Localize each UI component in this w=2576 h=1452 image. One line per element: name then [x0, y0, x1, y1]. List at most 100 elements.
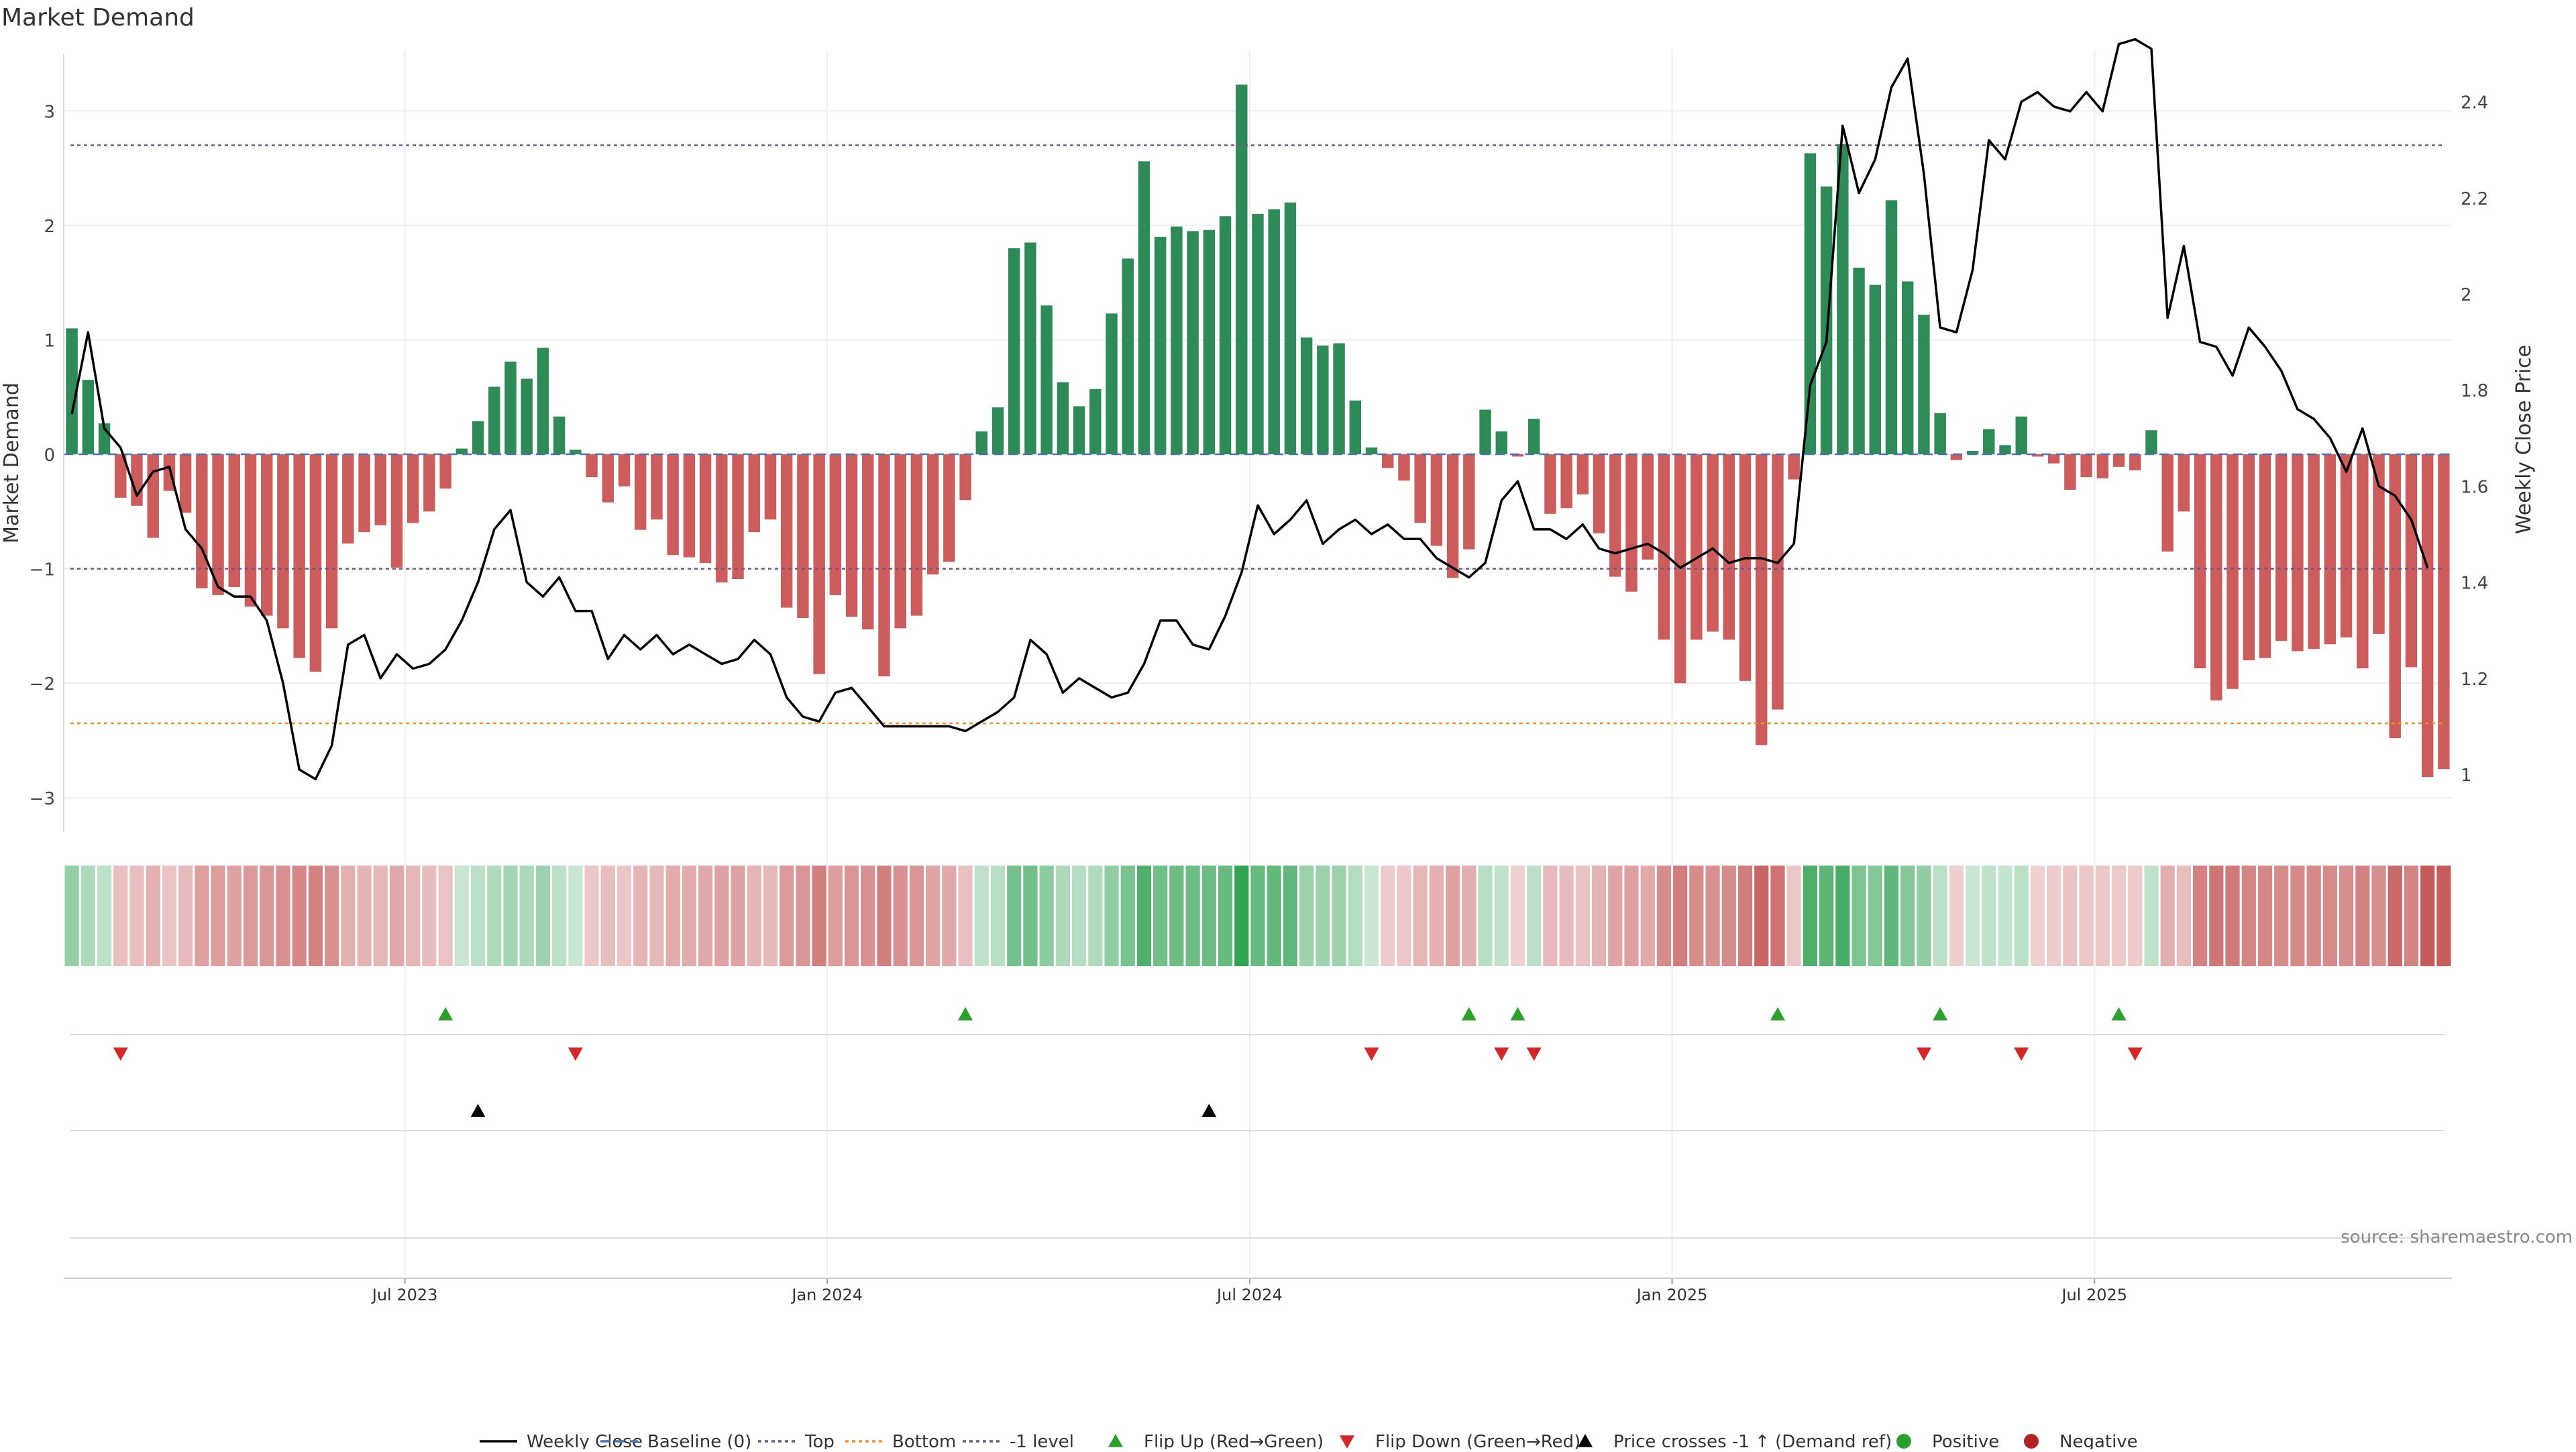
heat-cell: [1446, 866, 1460, 966]
demand-bar: [521, 378, 533, 455]
heat-cell: [1071, 866, 1087, 966]
heat-cell: [1234, 866, 1249, 966]
heat-cell: [2257, 866, 2273, 966]
demand-bar: [1869, 284, 1881, 455]
heat-cell: [406, 866, 421, 966]
demand-bar: [179, 454, 192, 513]
heat-cell: [1055, 866, 1070, 966]
heat-cell: [195, 866, 209, 966]
demand-bar: [1008, 248, 1020, 455]
demand-bar: [894, 454, 906, 629]
demand-bar: [991, 407, 1004, 455]
y-axis-label: Market Demand: [0, 382, 23, 543]
demand-bar: [1268, 209, 1280, 455]
demand-bar: [2357, 454, 2369, 669]
heat-strip: [64, 866, 2451, 966]
heat-cell: [698, 866, 713, 966]
legend-item: Flip Down (Green→Red): [1340, 1432, 1580, 1452]
demand-bar: [586, 454, 598, 478]
flip-down-marker: [1364, 1047, 1379, 1061]
legend-item: -1 level: [963, 1432, 1074, 1452]
heat-cell: [2420, 866, 2435, 966]
heat-cell: [1721, 866, 1736, 966]
demand-bar: [2194, 454, 2206, 669]
heat-cell: [780, 866, 794, 966]
demand-bar: [813, 454, 825, 674]
heat-cell: [1007, 866, 1022, 966]
heat-cell: [2063, 866, 2078, 966]
demand-bar: [651, 454, 663, 520]
heat-cell: [1283, 866, 1298, 966]
heat-cell: [1494, 866, 1509, 966]
legend-item: Negative: [2024, 1432, 2138, 1452]
demand-bar: [1430, 454, 1443, 546]
demand-bar: [1934, 413, 1946, 455]
demand-bar: [2112, 454, 2125, 467]
heat-cell: [2111, 866, 2127, 966]
heat-cell: [1575, 866, 1590, 966]
heat-cell: [731, 866, 745, 966]
heat-cell: [1527, 866, 1542, 966]
demand-bar: [212, 454, 224, 595]
heat-cell: [974, 866, 989, 966]
demand-bar: [1527, 419, 1540, 455]
demand-bar: [1495, 431, 1507, 455]
x-tick-label: Jul 2024: [1216, 1286, 1283, 1304]
price-cross-marker: [1201, 1104, 1217, 1117]
demand-bar: [2405, 454, 2418, 668]
demand-bar: [439, 454, 451, 489]
flip-up-marker: [1461, 1007, 1477, 1021]
heat-cell: [1088, 866, 1103, 966]
heat-cell: [1835, 866, 1850, 966]
demand-bar: [1252, 213, 1264, 455]
demand-bar: [2438, 454, 2450, 770]
demand-bar: [975, 431, 988, 455]
flip-up-marker: [438, 1007, 453, 1021]
y-tick-label: 1: [44, 331, 55, 351]
legend-item: Bottom: [845, 1432, 956, 1452]
demand-bar: [2389, 454, 2401, 739]
heat-cell: [2079, 866, 2094, 966]
demand-bar: [1203, 229, 1216, 455]
heat-cell: [519, 866, 534, 966]
demand-bar: [1901, 281, 1914, 455]
heat-cell: [2371, 866, 2386, 966]
weekly-close-line: [70, 38, 2429, 780]
heat-cell: [1169, 866, 1184, 966]
demand-bar: [504, 361, 517, 455]
heat-cell: [600, 866, 615, 966]
heat-cell: [990, 866, 1006, 966]
demand-bar: [959, 454, 971, 501]
demand-bar: [1106, 313, 1118, 455]
x-tick-label: Jan 2024: [790, 1286, 863, 1304]
demand-bar: [829, 454, 842, 595]
heat-cell: [1965, 866, 1980, 966]
heat-cell: [1737, 866, 1753, 966]
legend-symbol: [1896, 1434, 1911, 1449]
heat-cell: [763, 866, 778, 966]
chart-title: Market Demand: [1, 4, 195, 32]
flip-up-marker: [1510, 1007, 1525, 1021]
y2-tick-label: 2.2: [2461, 189, 2488, 209]
demand-bar: [147, 454, 159, 538]
y-tick-label: 0: [44, 446, 55, 466]
demand-bar: [2064, 454, 2076, 490]
demand-bar: [570, 450, 582, 455]
heat-cell: [1851, 866, 1866, 966]
demand-bar: [1918, 314, 1930, 455]
y-tick-label: −3: [30, 789, 55, 809]
heat-cell: [1608, 866, 1623, 966]
legend-symbol: [1578, 1434, 1593, 1447]
demand-bar: [1414, 454, 1426, 523]
heat-cell: [926, 866, 941, 966]
heat-cell: [2404, 866, 2419, 966]
heat-cell: [422, 866, 437, 966]
demand-bar: [325, 454, 338, 629]
demand-bar: [1236, 85, 1248, 455]
demand-bar: [1576, 454, 1589, 495]
demand-bar: [1479, 409, 1491, 455]
demand-bar: [2145, 430, 2157, 455]
demand-bar: [1219, 216, 1232, 455]
demand-bar: [716, 454, 728, 583]
